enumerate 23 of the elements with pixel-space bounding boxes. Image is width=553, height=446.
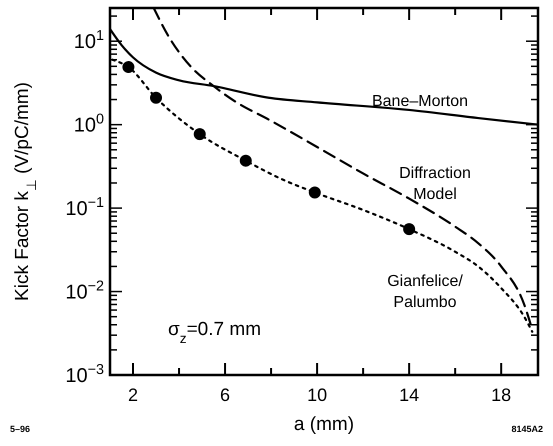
x-tick-label: 6: [220, 385, 230, 405]
text: 8145A2: [511, 424, 543, 434]
x-tick-label: 10: [307, 385, 328, 405]
annotation: σ$_{z}$=0.7 mm: [168, 319, 262, 346]
x-axis-title: a (mm): [294, 414, 354, 435]
text: 5–96: [10, 424, 30, 434]
y-tick-label: 10$^{−3}$: [65, 362, 104, 387]
x-tick-label: 18: [491, 385, 512, 405]
series-label: Diffraction Model: [399, 165, 471, 203]
point: [194, 128, 206, 140]
point: [122, 61, 134, 74]
y-tick-label: 10$^{−1}$: [65, 195, 104, 220]
y-tick-label: 10$^{1}$: [74, 28, 104, 54]
x-tick-label: 2: [128, 385, 138, 405]
x-tick-label: 14: [399, 385, 420, 405]
point: [150, 92, 162, 104]
point: [308, 186, 321, 198]
series-label: Bane–Morton: [372, 93, 468, 110]
series-label: Gianfelice/Palumbo: [387, 273, 464, 311]
y-tick-label: 10$^{−2}$: [65, 278, 104, 304]
point: [403, 223, 416, 236]
y-tick-label: 10$^{0}$: [74, 112, 104, 137]
point: [240, 154, 252, 167]
